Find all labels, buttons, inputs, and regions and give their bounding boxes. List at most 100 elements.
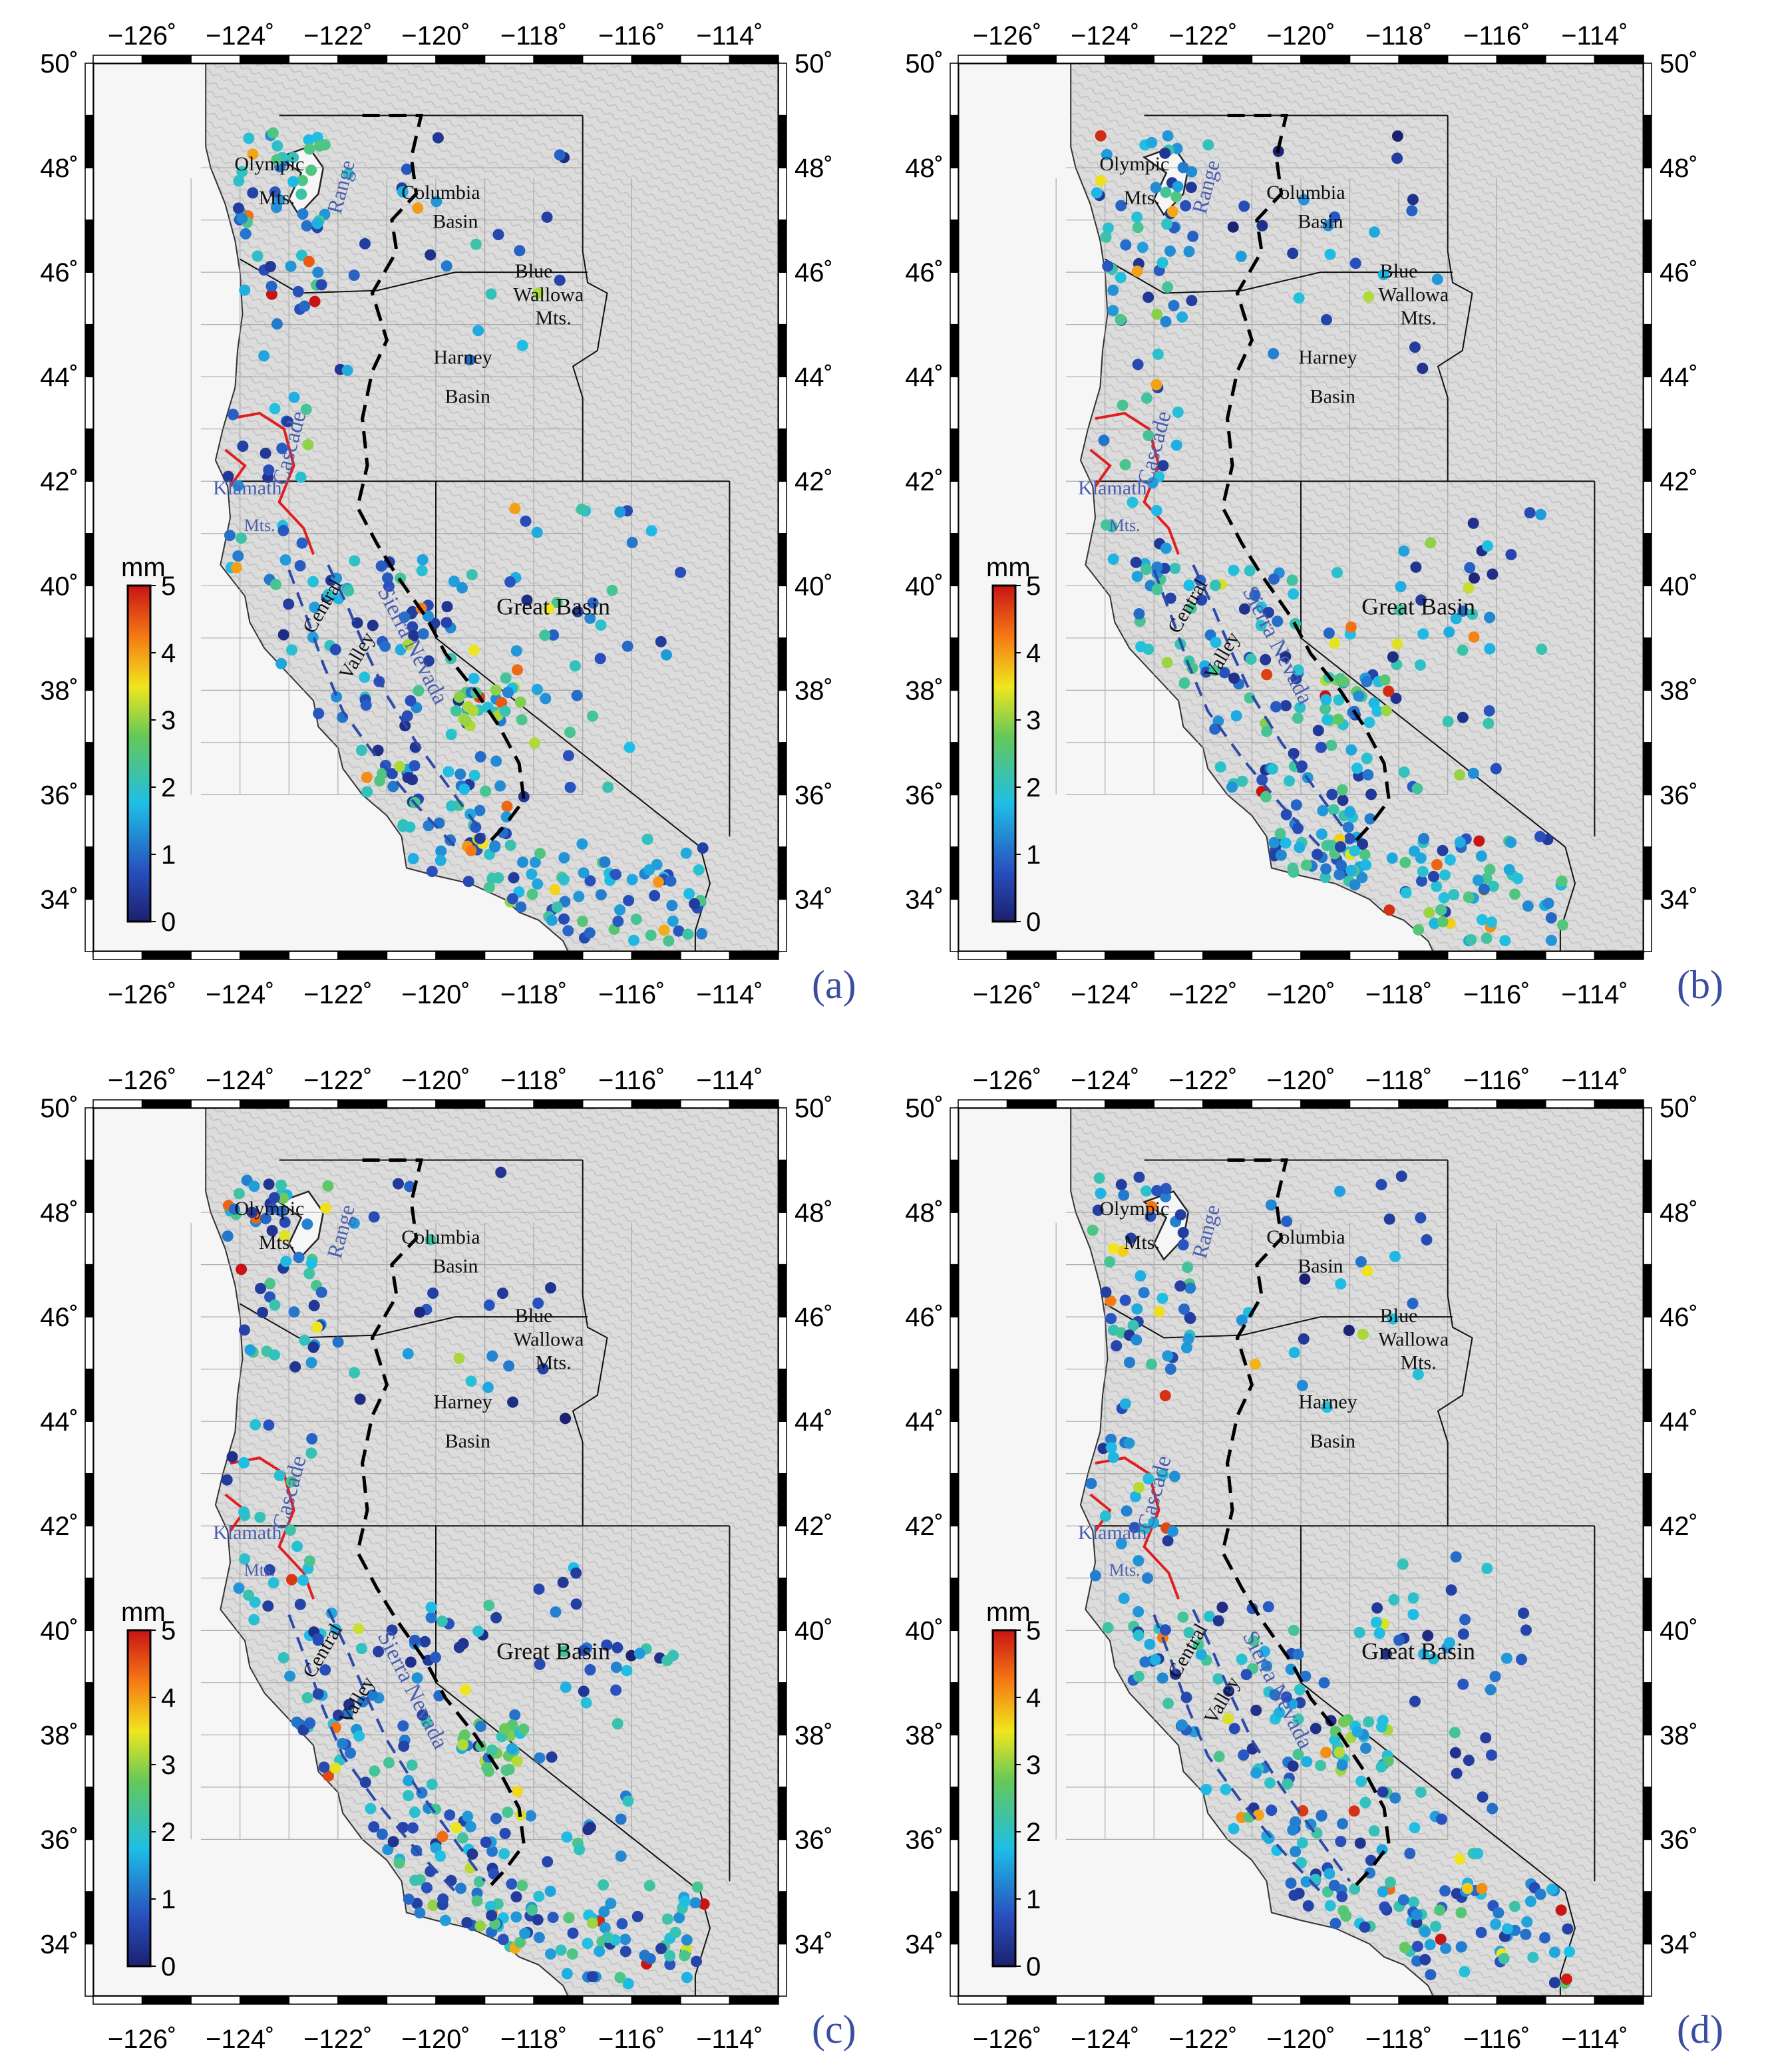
region-label: Mts. xyxy=(244,516,275,535)
station-point xyxy=(1371,705,1383,717)
station-point xyxy=(1244,565,1256,577)
station-point xyxy=(1268,573,1280,585)
station-point xyxy=(1172,407,1184,418)
station-point xyxy=(1143,430,1154,441)
station-point xyxy=(367,1689,379,1701)
station-point xyxy=(354,1393,366,1405)
station-point xyxy=(494,780,506,792)
station-point xyxy=(503,1360,515,1372)
station-point xyxy=(1177,1239,1189,1251)
station-point xyxy=(307,1341,319,1353)
station-point xyxy=(464,354,476,366)
region-label: Harney xyxy=(433,1391,492,1413)
station-point xyxy=(549,884,561,896)
station-point xyxy=(1178,677,1190,689)
region-label: Basin xyxy=(1310,385,1355,407)
station-point xyxy=(254,1511,266,1523)
station-layer xyxy=(1091,130,1568,947)
station-point xyxy=(1455,1941,1467,1953)
station-point xyxy=(248,1180,260,1192)
station-point xyxy=(474,804,486,816)
station-point xyxy=(322,1180,334,1192)
station-point xyxy=(1208,665,1220,677)
station-point xyxy=(1353,1627,1365,1638)
station-point xyxy=(1389,1250,1401,1262)
station-point xyxy=(1151,1185,1163,1196)
lat-tick-label-left: 40˚ xyxy=(905,1616,944,1645)
station-point xyxy=(280,1256,292,1268)
station-point xyxy=(1467,767,1479,779)
colorbar-tick-label: 4 xyxy=(1026,1683,1041,1713)
region-label: Wallowa xyxy=(1378,283,1449,305)
station-point xyxy=(1250,1767,1262,1779)
lat-tick-label-left: 50˚ xyxy=(905,1094,944,1123)
lat-tick-label-left: 50˚ xyxy=(40,1094,79,1123)
station-point xyxy=(439,1914,451,1926)
station-point xyxy=(1105,1295,1117,1307)
station-point xyxy=(578,1645,590,1657)
station-point xyxy=(1326,788,1338,800)
station-point xyxy=(1548,1946,1560,1958)
station-point xyxy=(1162,130,1174,142)
station-point xyxy=(484,1900,496,1912)
station-point xyxy=(387,1836,399,1848)
region-label: Mts. xyxy=(536,1352,572,1374)
station-point xyxy=(501,800,513,812)
lat-tick-label-left: 48˚ xyxy=(905,1198,944,1228)
station-point xyxy=(250,1419,262,1431)
station-point xyxy=(595,889,607,901)
station-point xyxy=(266,1203,278,1215)
station-point xyxy=(260,1212,271,1224)
station-point xyxy=(675,566,687,578)
station-point xyxy=(368,1821,380,1833)
station-point xyxy=(297,1574,309,1586)
station-point xyxy=(1159,1390,1171,1401)
station-point xyxy=(1484,643,1496,655)
station-point xyxy=(626,874,638,886)
station-point xyxy=(356,745,367,757)
station-point xyxy=(651,858,663,870)
station-point xyxy=(473,1876,485,1888)
station-point xyxy=(1196,594,1208,606)
station-point xyxy=(445,729,457,741)
station-point xyxy=(1143,1473,1154,1485)
station-point xyxy=(417,1709,429,1721)
station-point xyxy=(283,598,295,610)
station-point xyxy=(571,689,583,701)
station-point xyxy=(1361,753,1373,765)
station-point xyxy=(1305,1818,1317,1830)
station-point xyxy=(1095,130,1107,142)
station-point xyxy=(667,915,679,927)
station-point xyxy=(1475,850,1487,862)
station-point xyxy=(691,1881,703,1893)
lat-tick-label-left: 50˚ xyxy=(40,49,79,79)
station-point xyxy=(498,1848,510,1860)
station-point xyxy=(621,640,633,652)
station-point xyxy=(263,464,275,476)
lon-tick-label-top: −118˚ xyxy=(500,21,567,51)
station-point xyxy=(1141,392,1152,404)
station-point xyxy=(430,1803,441,1815)
station-point xyxy=(1293,292,1305,304)
station-point xyxy=(507,1396,519,1408)
colorbar-tick-label: 4 xyxy=(1026,639,1041,668)
station-point xyxy=(1296,1837,1308,1849)
station-point xyxy=(511,1755,523,1767)
station-point xyxy=(1395,1170,1407,1182)
station-point xyxy=(486,1350,498,1362)
station-point xyxy=(230,562,242,574)
station-point xyxy=(458,1729,470,1741)
station-point xyxy=(1386,852,1398,864)
station-point xyxy=(426,1779,438,1791)
station-point xyxy=(1498,1953,1510,1964)
station-point xyxy=(1288,748,1300,759)
station-point xyxy=(570,1567,582,1579)
station-point xyxy=(294,560,306,572)
station-point xyxy=(1280,700,1292,712)
station-point xyxy=(263,1419,275,1431)
station-point xyxy=(411,1672,423,1684)
colorbar-tick-label: 2 xyxy=(161,1818,176,1847)
station-point xyxy=(1524,1896,1536,1908)
region-label: Great Basin xyxy=(1361,594,1475,620)
